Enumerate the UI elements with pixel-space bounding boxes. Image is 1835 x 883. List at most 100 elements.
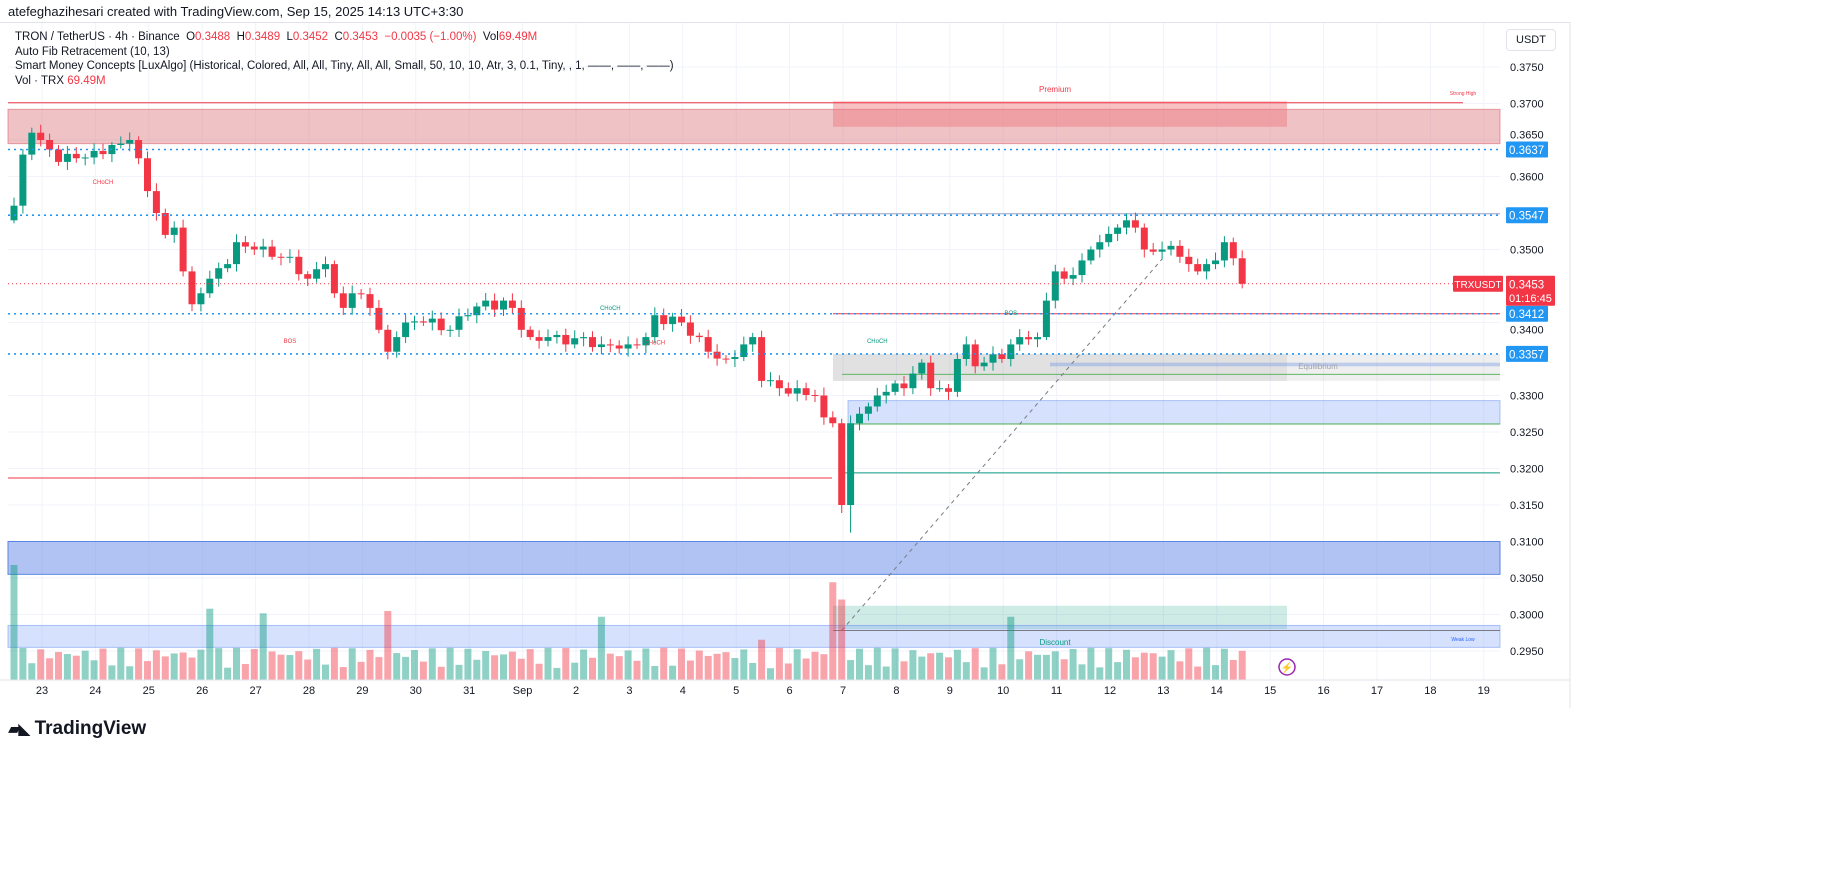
candle-bearish	[526, 329, 534, 338]
volume-bar	[820, 654, 828, 680]
candle-bearish	[971, 344, 979, 367]
candle-bearish	[633, 344, 641, 346]
volume-bar	[197, 649, 205, 680]
indicator-fib[interactable]: Auto Fib Retracement (10, 13)	[15, 45, 170, 58]
symbol-legend-row[interactable]: TRON / TetherUS · 4h · Binance O0.3488 H…	[15, 30, 674, 45]
high-label: H	[236, 31, 245, 43]
discount-zone	[833, 605, 1287, 630]
volume-bar	[847, 660, 855, 680]
candle-bullish	[348, 293, 356, 308]
price-level-tag	[1506, 207, 1548, 224]
high-value: 0.3489	[244, 31, 281, 43]
volume-bar	[179, 652, 187, 680]
volume-bar	[161, 656, 169, 680]
volume-bar	[277, 654, 285, 680]
volume-bar	[945, 657, 952, 680]
volume-bar	[1149, 653, 1157, 680]
tradingview-logo: ▰◣ TradingView	[8, 718, 146, 740]
volume-bar	[1212, 665, 1219, 680]
candle-bearish	[589, 337, 596, 348]
volume-bar	[1078, 664, 1086, 680]
time-axis-label: 23	[36, 685, 48, 697]
volume-bar	[348, 648, 356, 680]
volume-bar	[864, 665, 872, 680]
volume-bar	[81, 650, 89, 680]
volume-bar	[927, 653, 935, 680]
indicator-volume[interactable]: Vol · TRX 69.49M	[15, 74, 674, 89]
candle-bullish	[1105, 233, 1113, 243]
structure-label-choch: CHoCH	[93, 180, 114, 186]
candle-bearish	[562, 334, 570, 345]
volume-bar	[695, 650, 703, 680]
time-axis-label: 10	[997, 685, 1009, 697]
candle-bearish	[695, 335, 703, 338]
volume-bar	[63, 654, 71, 680]
lightning-icon	[1278, 658, 1296, 676]
price-level-tag-text: 0.3547	[1509, 211, 1544, 223]
time-axis-label: 16	[1317, 685, 1329, 697]
candle-bearish	[784, 388, 792, 394]
candle-bullish	[624, 344, 632, 349]
candle-bullish	[224, 264, 232, 269]
candle-bullish	[580, 337, 588, 339]
candle-bearish	[250, 246, 258, 250]
equilibrium-label: Equilibrium	[1298, 362, 1338, 371]
candle-bearish	[1185, 256, 1193, 265]
indicator-smc[interactable]: Smart Money Concepts [LuxAlgo] (Historic…	[15, 60, 674, 72]
volume-bar	[651, 665, 659, 680]
volume-bar	[891, 648, 899, 680]
time-axis-label: 31	[463, 685, 475, 697]
discount-label: Discount	[1039, 638, 1071, 647]
time-axis-label: Sep	[513, 685, 533, 697]
candle-bearish	[46, 140, 54, 150]
candle-bearish	[241, 242, 249, 247]
time-axis-label: 11	[1051, 685, 1062, 697]
candle-bullish	[500, 300, 507, 310]
volume-bar	[553, 667, 561, 680]
candle-bearish	[491, 300, 499, 310]
candle-bearish	[330, 264, 338, 294]
volume-bar	[624, 650, 632, 680]
volume-bar	[428, 648, 436, 680]
chart-legend: TRON / TetherUS · 4h · Binance O0.3488 H…	[15, 30, 674, 88]
candle-bullish	[1212, 260, 1219, 265]
candle-bearish	[678, 316, 685, 323]
change-value: −0.0035 (−1.00%)	[384, 31, 477, 43]
volume-label: Vol	[482, 31, 499, 43]
candle-bullish	[980, 362, 988, 367]
close-label: C	[334, 31, 343, 43]
candle-bearish	[152, 191, 160, 213]
price-level-tag-text: 0.3637	[1509, 145, 1544, 157]
candle-bullish	[1007, 344, 1015, 359]
candle-bullish	[313, 269, 321, 279]
volume-bar	[909, 650, 917, 680]
volume-bar	[775, 647, 783, 680]
time-axis-label: 19	[1478, 685, 1490, 697]
volume-bar	[722, 652, 730, 680]
price-axis-label: 0.3600	[1510, 172, 1544, 184]
candle-bullish	[206, 278, 214, 294]
volume-bar	[767, 668, 774, 680]
open-label: O	[186, 31, 196, 43]
volume-bar	[660, 647, 668, 680]
candle-bullish	[669, 316, 677, 325]
volume-bar	[589, 657, 596, 680]
candle-bearish	[366, 294, 374, 308]
price-level-tag-text: 0.3357	[1509, 349, 1544, 361]
volume-bar	[1042, 654, 1050, 680]
volume-bar	[1051, 651, 1059, 680]
currency-button[interactable]: USDT	[1506, 29, 1556, 51]
volume-bar	[1096, 667, 1104, 680]
candle-bullish	[1016, 337, 1024, 345]
candle-bearish	[704, 337, 712, 352]
volume-bar	[508, 651, 516, 680]
price-level-tag	[1506, 345, 1548, 362]
price-level-tag	[1506, 305, 1548, 322]
candle-bearish	[304, 274, 312, 279]
equilibrium-recent-zone	[833, 353, 1287, 381]
volume-bar	[873, 647, 881, 680]
time-axis-label: 14	[1211, 685, 1223, 697]
volume-bar	[1194, 666, 1202, 680]
candle-bearish	[37, 132, 45, 140]
